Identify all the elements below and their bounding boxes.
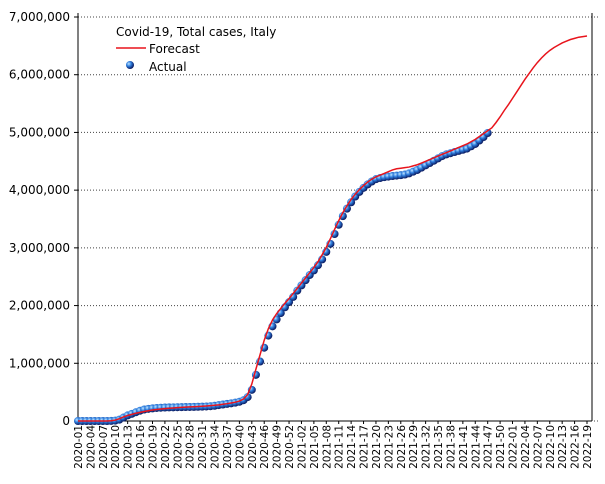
x-tick-label: 2020-31 — [197, 425, 209, 469]
x-tick-label: 2021-05 — [309, 425, 321, 469]
x-tick-label: 2022-19 — [582, 425, 594, 469]
x-tick-label: 2021-02 — [296, 425, 308, 469]
x-tick-label: 2020-25 — [172, 425, 184, 469]
x-tick-label: 2021-23 — [383, 425, 395, 469]
x-tick-label: 2020-22 — [160, 425, 172, 469]
x-tick-label: 2021-32 — [421, 425, 433, 469]
x-tick-label: 2021-17 — [359, 425, 371, 469]
y-tick-label: 3,000,000 — [9, 241, 70, 255]
x-tick-label: 2020-13 — [123, 425, 135, 469]
y-tick-label: 7,000,000 — [9, 10, 70, 24]
x-tick-label: 2020-49 — [272, 425, 284, 469]
x-tick-label: 2021-29 — [408, 425, 420, 469]
legend-title: Covid-19, Total cases, Italy — [116, 25, 276, 39]
x-tick-label: 2020-46 — [259, 425, 271, 469]
x-tick-label: 2022-01 — [508, 425, 520, 469]
data-point — [330, 230, 339, 239]
x-tick-label: 2022-07 — [532, 425, 544, 469]
x-tick-label: 2020-37 — [222, 425, 234, 469]
x-tick-label: 2021-44 — [470, 425, 482, 469]
legend-label: Actual — [149, 60, 187, 74]
x-tick-label: 2021-35 — [433, 425, 445, 469]
x-tick-label: 2022-13 — [557, 425, 569, 469]
x-tick-label: 2020-34 — [210, 425, 222, 469]
y-tick-label: 6,000,000 — [9, 68, 70, 82]
data-point — [334, 220, 343, 229]
legend-marker — [126, 61, 134, 69]
x-tick-label: 2020-40 — [234, 425, 246, 469]
forecast-line — [78, 35, 588, 422]
y-tick-label: 5,000,000 — [9, 125, 70, 139]
x-tick-label: 2020-07 — [98, 425, 110, 469]
data-point — [347, 198, 356, 207]
x-tick-label: 2021-20 — [371, 425, 383, 469]
data-point — [243, 393, 252, 402]
x-tick-label: 2020-16 — [135, 425, 147, 469]
y-tick-label: 2,000,000 — [9, 299, 70, 313]
x-tick-label: 2021-08 — [321, 425, 333, 469]
x-tick-label: 2020-28 — [185, 425, 197, 469]
x-tick-label: 2020-43 — [247, 425, 259, 469]
y-tick-label: 4,000,000 — [9, 183, 70, 197]
data-point — [314, 261, 323, 270]
x-tick-label: 2020-19 — [147, 425, 159, 469]
x-tick-label: 2020-04 — [85, 425, 97, 469]
y-tick-label: 1,000,000 — [9, 356, 70, 370]
x-tick-label: 2022-10 — [545, 425, 557, 469]
x-tick-label: 2022-16 — [570, 425, 582, 469]
legend-label: Forecast — [149, 42, 200, 56]
x-tick-label: 2021-26 — [396, 425, 408, 469]
x-tick-label: 2020-01 — [73, 425, 85, 469]
x-tick-label: 2021-50 — [495, 425, 507, 469]
x-tick-label: 2021-38 — [445, 425, 457, 469]
x-tick-label: 2020-10 — [110, 425, 122, 469]
x-tick-label: 2021-47 — [483, 425, 495, 469]
data-point — [342, 204, 351, 213]
y-tick-label: 0 — [62, 414, 70, 428]
x-tick-label: 2021-41 — [458, 425, 470, 469]
x-tick-label: 2021-14 — [346, 425, 358, 469]
x-tick-label: 2021-11 — [334, 425, 346, 469]
x-tick-label: 2022-04 — [520, 425, 532, 469]
data-point — [483, 129, 492, 138]
x-tick-label: 2020-52 — [284, 425, 296, 469]
